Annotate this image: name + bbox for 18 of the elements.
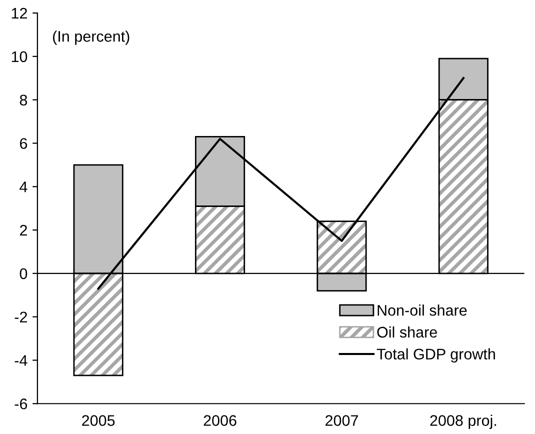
y-tick-label: -6 — [14, 398, 28, 410]
y-tick-label: 2 — [20, 224, 27, 236]
x-tick-label: 2005 — [82, 415, 115, 426]
legend-label: Non-oil share — [378, 304, 467, 316]
legend-label: Oil share — [377, 326, 437, 338]
y-tick-label: -2 — [14, 312, 27, 322]
y-tick-label: 8 — [20, 94, 28, 106]
x-tick-label: 2007 — [326, 415, 358, 426]
x-tick-label: 2008 proj. — [430, 414, 496, 429]
annotation: (In percent) — [53, 30, 130, 45]
y-tick-label: 4 — [20, 182, 28, 192]
y-tick-label: 10 — [12, 51, 28, 62]
y-tick-label: 0 — [20, 268, 28, 280]
y-tick-label: 12 — [12, 8, 27, 19]
y-tick-label: -4 — [14, 355, 28, 366]
y-tick-label: 6 — [20, 138, 28, 149]
x-tick-label: 2006 — [204, 415, 236, 426]
legend-label: Total GDP growth — [376, 348, 495, 363]
